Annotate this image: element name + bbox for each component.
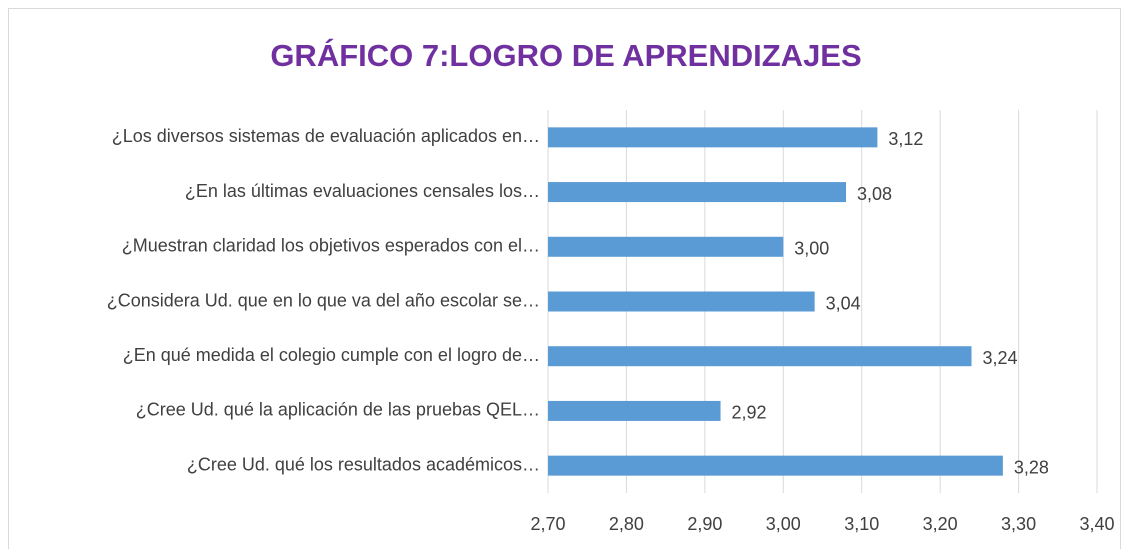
y-tick-label: ¿Considera Ud. que en lo que va del año … [107,290,540,310]
value-label: 2,92 [732,403,767,423]
value-label: 3,24 [983,348,1018,368]
y-tick-label: ¿En las últimas evaluaciones censales lo… [185,181,540,201]
y-tick-label: ¿Cree Ud. qué los resultados académicos… [187,454,540,474]
bar [548,182,847,203]
x-tick-label: 2,70 [530,514,565,534]
y-tick-label: ¿Los diversos sistemas de evaluación apl… [112,126,540,146]
value-label: 3,04 [826,293,861,313]
x-tick-label: 2,80 [609,514,644,534]
value-label: 3,08 [857,184,892,204]
x-tick-label: 2,90 [687,514,722,534]
chart-title: GRÁFICO 7:LOGRO DE APRENDIZAJES [270,38,861,73]
x-tick-label: 3,30 [1001,514,1036,534]
bar [548,236,784,257]
x-tick-label: 3,10 [844,514,879,534]
bar [548,291,815,312]
value-label: 3,12 [888,129,923,149]
bar [548,400,721,421]
bar [548,127,878,148]
y-tick-label: ¿Muestran claridad los objetivos esperad… [122,236,540,256]
value-label: 3,28 [1014,457,1049,477]
x-tick-label: 3,00 [766,514,801,534]
bar [548,455,1003,476]
y-tick-label: ¿Cree Ud. qué la aplicación de las prueb… [136,400,540,420]
bar [548,346,972,367]
x-tick-label: 3,40 [1079,514,1114,534]
x-tick-label: 3,20 [923,514,958,534]
value-label: 3,00 [794,239,829,259]
y-tick-label: ¿En qué medida el colegio cumple con el … [123,345,540,365]
